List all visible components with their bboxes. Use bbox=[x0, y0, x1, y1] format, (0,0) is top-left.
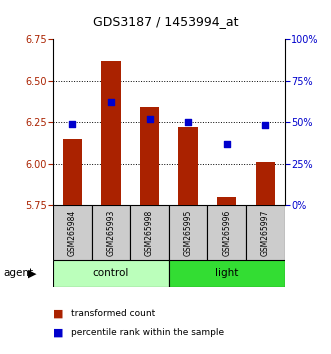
Point bbox=[108, 99, 114, 105]
Text: GSM265997: GSM265997 bbox=[261, 210, 270, 256]
Text: GSM265998: GSM265998 bbox=[145, 210, 154, 256]
Text: GSM265996: GSM265996 bbox=[222, 210, 231, 256]
Text: percentile rank within the sample: percentile rank within the sample bbox=[71, 328, 224, 337]
Point bbox=[224, 141, 229, 147]
Point bbox=[147, 116, 152, 122]
Bar bbox=[169, 260, 285, 287]
Text: control: control bbox=[93, 268, 129, 279]
Text: agent: agent bbox=[3, 268, 33, 278]
Bar bbox=[130, 205, 169, 260]
Bar bbox=[217, 197, 236, 205]
Bar bbox=[140, 107, 159, 205]
Bar bbox=[256, 162, 275, 205]
Text: ▶: ▶ bbox=[28, 268, 37, 278]
Text: transformed count: transformed count bbox=[71, 309, 156, 318]
Bar bbox=[53, 205, 92, 260]
Bar bbox=[246, 205, 285, 260]
Point bbox=[185, 119, 191, 125]
Text: GDS3187 / 1453994_at: GDS3187 / 1453994_at bbox=[93, 15, 238, 28]
Text: GSM265984: GSM265984 bbox=[68, 210, 77, 256]
Bar bbox=[101, 61, 120, 205]
Bar bbox=[53, 260, 169, 287]
Text: light: light bbox=[215, 268, 238, 279]
Text: GSM265993: GSM265993 bbox=[106, 210, 116, 256]
Text: GSM265995: GSM265995 bbox=[184, 210, 193, 256]
Point bbox=[70, 121, 75, 127]
Text: ■: ■ bbox=[53, 328, 64, 338]
Bar bbox=[208, 205, 246, 260]
Bar bbox=[63, 139, 82, 205]
Text: ■: ■ bbox=[53, 308, 64, 318]
Bar bbox=[92, 205, 130, 260]
Bar bbox=[169, 205, 208, 260]
Point bbox=[263, 122, 268, 128]
Bar bbox=[178, 127, 198, 205]
